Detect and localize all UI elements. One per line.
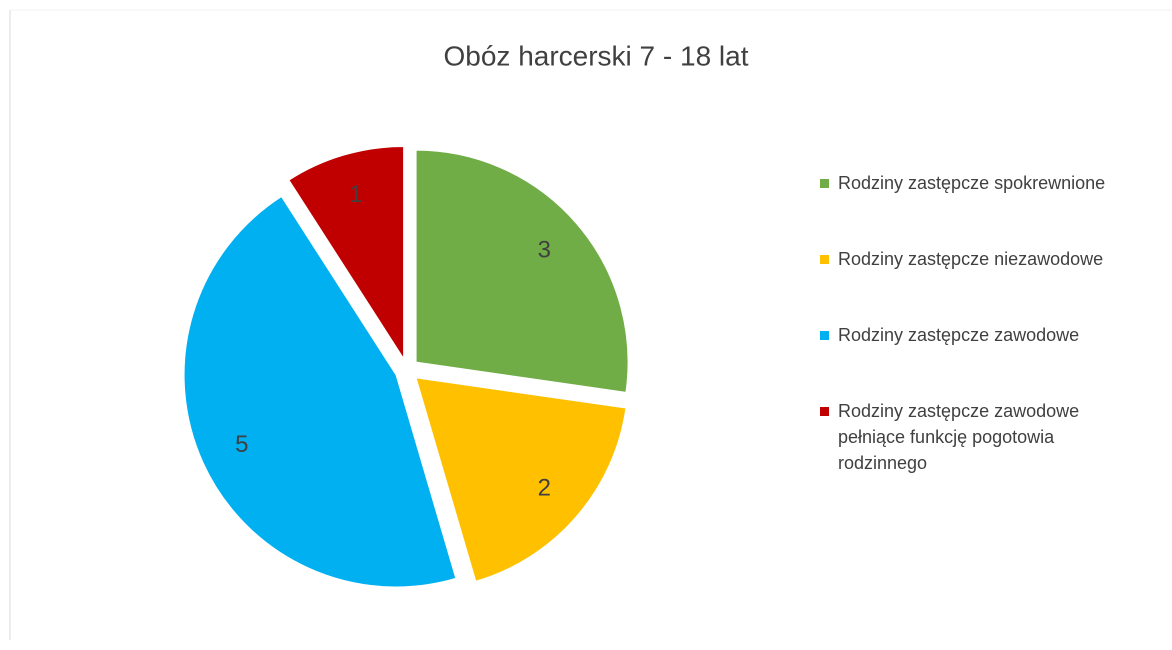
legend-item: Rodziny zastępcze spokrewnione [820,170,1110,196]
data-label: 5 [235,431,248,458]
pie-slice [415,149,629,393]
legend-swatch [820,179,829,188]
data-label: 3 [538,236,551,263]
legend-swatch [820,255,829,264]
data-label: 2 [538,474,551,501]
legend-item: Rodziny zastępcze niezawodowe [820,246,1110,272]
legend-label: Rodziny zastępcze zawodowe [838,325,1080,345]
legend-item: Rodziny zastępcze zawodowe pełniące funk… [820,398,1110,476]
data-label: 1 [349,181,362,208]
chart-title: Obóz harcerski 7 - 18 lat [443,40,748,71]
legend-swatch [820,331,829,340]
legend-item: Rodziny zastępcze zawodowe [820,322,1110,348]
legend-label: Rodziny zastępcze niezawodowe [838,249,1104,269]
pie-slice [288,145,405,361]
legend-label: Rodziny zastępcze zawodowe pełniące funk… [838,401,1080,473]
pie-slice [183,195,457,588]
legend-label: Rodziny zastępcze spokrewnione [838,173,1106,193]
pie-slice [415,377,627,582]
legend: Rodziny zastępcze spokrewnione Rodziny za… [820,170,1110,526]
legend-swatch [820,407,829,416]
